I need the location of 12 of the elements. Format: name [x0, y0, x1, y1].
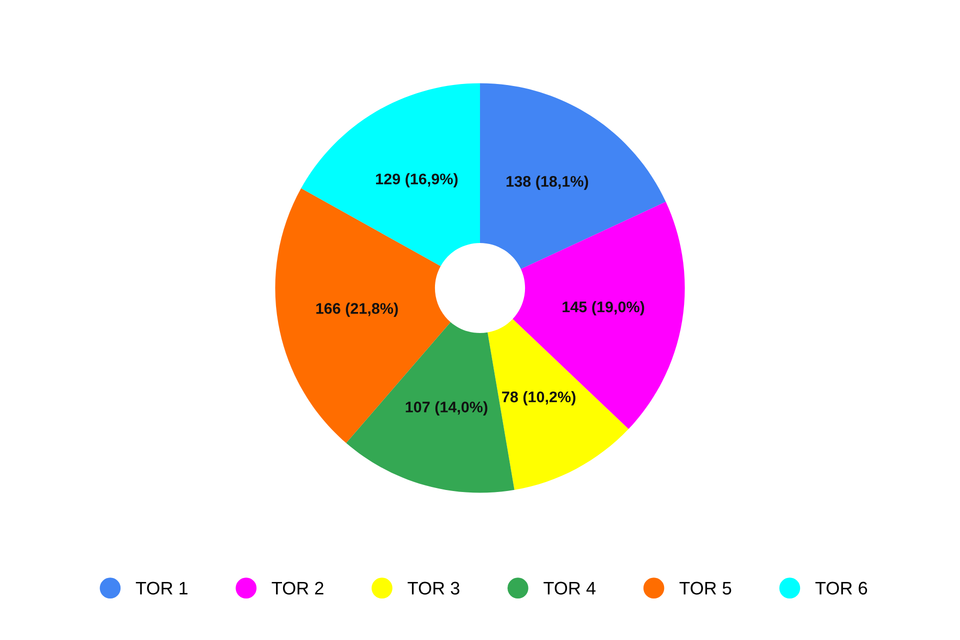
data-label: 78 (10,2%)	[502, 391, 576, 406]
legend-label: TOR 5	[680, 582, 732, 595]
legend-label: TOR 2	[272, 582, 324, 595]
data-label: 138 (18,1%)	[506, 176, 588, 190]
legend-label: TOR 1	[136, 582, 188, 595]
legend-label: TOR 3	[408, 582, 460, 595]
data-label: 145 (19,0%)	[562, 301, 644, 316]
data-label: 166 (21,8%)	[316, 302, 398, 317]
data-label: 107 (14,0%)	[406, 401, 488, 416]
legend-label: TOR 6	[815, 582, 868, 595]
data-label: 129 (16,9%)	[376, 173, 458, 188]
legend-label: TOR 4	[544, 582, 596, 595]
